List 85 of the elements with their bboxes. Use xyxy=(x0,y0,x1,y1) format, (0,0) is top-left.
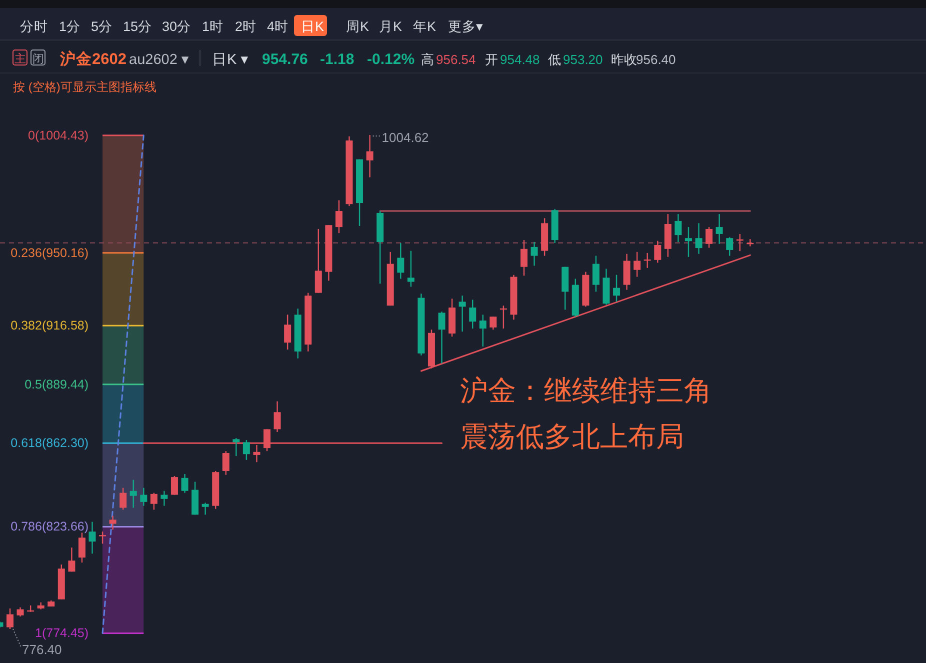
text: 1分 xyxy=(59,19,81,34)
text: 分时 xyxy=(20,19,48,34)
candlestick xyxy=(674,213,682,243)
candlestick xyxy=(120,487,127,510)
candlestick xyxy=(88,521,96,554)
candlestick xyxy=(68,547,76,572)
candlestick xyxy=(716,213,723,245)
ref-line-label: 0.236(950.16) xyxy=(10,246,89,260)
annotation: 沪金：继续维持三角 xyxy=(460,375,712,406)
text: 15分 xyxy=(123,19,152,34)
text: 月K xyxy=(379,19,402,34)
candlestick xyxy=(613,274,620,302)
text: 主 xyxy=(14,52,26,66)
candlestick xyxy=(181,473,188,494)
candlestick xyxy=(16,606,24,618)
candlestick xyxy=(634,251,641,278)
text: 954.48 xyxy=(500,52,540,67)
text: 年K xyxy=(413,19,436,34)
text: 953.20 xyxy=(563,52,603,67)
text: 4时 xyxy=(267,19,289,34)
text: -0.12% xyxy=(367,51,415,68)
candlestick xyxy=(366,134,374,178)
text: 30分 xyxy=(162,19,192,34)
text: 开 xyxy=(485,52,498,67)
candlestick xyxy=(109,515,116,530)
candlestick xyxy=(654,240,662,264)
candlestick xyxy=(458,295,466,332)
ref-line-label: 0.618(862.30) xyxy=(10,436,89,450)
candlestick xyxy=(202,502,209,516)
candlestick xyxy=(284,314,292,350)
candlestick xyxy=(78,532,86,564)
candlestick xyxy=(253,444,260,463)
ref-line-label: 0.5(889.44) xyxy=(24,377,89,392)
candlestick xyxy=(170,475,178,496)
text: 1时 xyxy=(202,19,224,34)
candlestick xyxy=(242,439,250,461)
candlestick xyxy=(684,226,692,258)
text: 5分 xyxy=(91,19,113,34)
ref-line-label: 0(1004.43) xyxy=(28,128,89,142)
ref-line-label: 0.786(823.66) xyxy=(10,520,89,534)
candlestick xyxy=(274,400,281,433)
candlestick xyxy=(6,608,14,630)
candlestick xyxy=(140,487,148,506)
text: 昨收 xyxy=(611,52,637,67)
candlestick xyxy=(222,450,230,476)
text: 日K ▾ xyxy=(212,52,249,68)
text: 高 xyxy=(421,52,434,67)
candlestick xyxy=(314,228,322,294)
candlestick xyxy=(592,255,600,292)
candlestick xyxy=(232,437,240,457)
text: -1.18 xyxy=(320,51,354,68)
chart-subtitle: au2602 ▾ xyxy=(129,52,190,68)
candlestick xyxy=(530,241,538,266)
text: 闭 xyxy=(32,52,44,66)
candlestick xyxy=(490,316,497,330)
ref-line-label: 1(774.45) xyxy=(35,626,89,640)
text: 更多▾ xyxy=(448,19,483,34)
candlestick xyxy=(99,530,106,544)
text: 低 xyxy=(548,52,561,67)
candlestick xyxy=(160,490,168,506)
candlestick xyxy=(469,299,476,330)
chart-title: 沪金2602 xyxy=(59,49,126,68)
candlestick xyxy=(479,314,486,348)
candlestick xyxy=(438,311,446,364)
text: 日K xyxy=(301,19,324,34)
candlestick xyxy=(264,428,270,452)
candlestick xyxy=(150,492,158,510)
candlestick xyxy=(726,236,734,256)
candlestick xyxy=(695,222,702,254)
text: 周K xyxy=(346,19,370,34)
annotation: 1004.62 xyxy=(382,130,429,145)
text: 2时 xyxy=(235,19,257,34)
candlestick xyxy=(706,226,713,248)
text: 956.40 xyxy=(636,52,676,67)
candlestick xyxy=(130,479,137,508)
annotation: 震荡低多北上布局 xyxy=(460,421,684,452)
text: 954.76 xyxy=(262,51,308,68)
text: 776.40 xyxy=(22,642,62,657)
candlestick xyxy=(407,250,414,288)
text: 按 (空格)可显示主图指标线 xyxy=(13,80,156,94)
candlestick xyxy=(520,239,528,276)
text: 956.54 xyxy=(436,52,476,67)
candlestick xyxy=(397,242,404,280)
candlestick xyxy=(335,200,342,234)
ref-line-label: 0.382(916.58) xyxy=(10,318,89,333)
